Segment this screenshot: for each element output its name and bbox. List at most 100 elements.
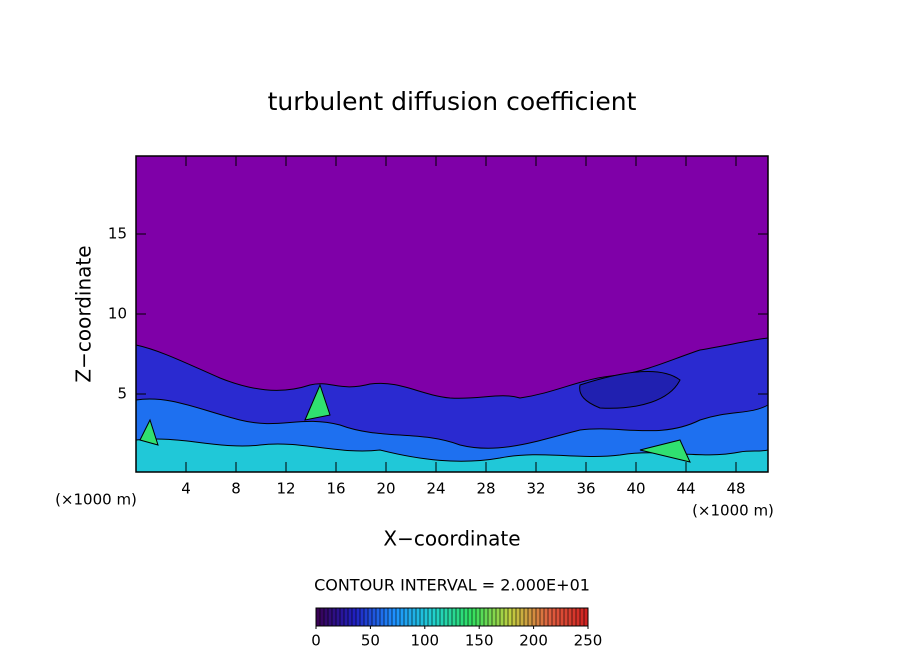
colorbar-cell — [456, 608, 460, 626]
colorbar-cell — [484, 608, 488, 626]
colorbar-cell — [476, 608, 480, 626]
x-tick-label: 36 — [576, 480, 595, 498]
colorbar-cell — [568, 608, 572, 626]
colorbar-tick-label: 0 — [311, 632, 321, 650]
colorbar-cell — [552, 608, 556, 626]
colorbar-tick-label: 250 — [574, 632, 603, 650]
colorbar-cell — [540, 608, 544, 626]
colorbar-cell — [420, 608, 424, 626]
contour-interval: CONTOUR INTERVAL = 2.000E+01 — [314, 576, 590, 595]
colorbar-cell — [464, 608, 468, 626]
colorbar-frame — [315, 607, 589, 627]
x-tick-label: 40 — [626, 480, 645, 498]
y-axis-label: Z−coordinate — [72, 245, 96, 382]
colorbar-cell — [396, 608, 400, 626]
colorbar-cell — [412, 608, 416, 626]
colorbar-cell — [372, 608, 376, 626]
colorbar-cell — [564, 608, 568, 626]
colorbar-cell — [376, 608, 380, 626]
colorbar-cell — [440, 608, 444, 626]
x-axis-label: X−coordinate — [383, 527, 520, 551]
y-tick-label: 10 — [108, 305, 127, 323]
colorbar-cell — [536, 608, 540, 626]
colorbar-cell — [328, 608, 332, 626]
colorbar-cell — [452, 608, 456, 626]
colorbar-cell — [480, 608, 484, 626]
x-tick-label: 8 — [231, 480, 241, 498]
field-layer — [135, 438, 769, 473]
y-unit: (×1000 m) — [55, 491, 137, 509]
colorbar-cell — [520, 608, 524, 626]
x-tick-label: 20 — [376, 480, 395, 498]
colorbar-cell — [380, 608, 384, 626]
colorbar-cell — [584, 608, 588, 626]
x-tick-label: 12 — [276, 480, 295, 498]
colorbar-cell — [364, 608, 368, 626]
colorbar-cell — [572, 608, 576, 626]
colorbar-cell — [316, 608, 320, 626]
colorbar-cell — [460, 608, 464, 626]
field-layer — [579, 371, 681, 409]
colorbar-tick-label: 100 — [410, 632, 439, 650]
colorbar-cell — [392, 608, 396, 626]
colorbar-cell — [516, 608, 520, 626]
colorbar-cell — [512, 608, 516, 626]
colorbar-cell — [368, 608, 372, 626]
colorbar-cell — [548, 608, 552, 626]
colorbar-cell — [388, 608, 392, 626]
colorbar-cell — [332, 608, 336, 626]
colorbar-cell — [416, 608, 420, 626]
colorbar-cell — [340, 608, 344, 626]
colorbar-cell — [348, 608, 352, 626]
colorbar-cell — [360, 608, 364, 626]
colorbar-cell — [496, 608, 500, 626]
colorbar-cell — [580, 608, 584, 626]
colorbar-cell — [424, 608, 428, 626]
field-layer — [139, 383, 691, 463]
colorbar-cell — [432, 608, 436, 626]
x-tick-label: 24 — [426, 480, 445, 498]
colorbar-cell — [400, 608, 404, 626]
colorbar-cell — [528, 608, 532, 626]
colorbar-cell — [352, 608, 356, 626]
colorbar-cell — [576, 608, 580, 626]
colorbar-cell — [436, 608, 440, 626]
colorbar-cell — [320, 608, 324, 626]
colorbar-cell — [492, 608, 496, 626]
field — [135, 156, 769, 473]
colorbar-cell — [488, 608, 492, 626]
colorbar-cell — [560, 608, 564, 626]
colorbar-cell — [324, 608, 328, 626]
colorbar-tick-label: 50 — [361, 632, 380, 650]
colorbar-cell — [500, 608, 504, 626]
colorbar-cell — [524, 608, 528, 626]
colorbar-cell — [428, 608, 432, 626]
x-tick-label: 4 — [181, 480, 191, 498]
colorbar-cell — [344, 608, 348, 626]
chart-title: turbulent diffusion coefficient — [268, 87, 637, 116]
x-tick-label: 28 — [476, 480, 495, 498]
colorbar-cell — [336, 608, 340, 626]
colorbar-cell — [472, 608, 476, 626]
colorbar-cell — [544, 608, 548, 626]
colorbar-cell — [444, 608, 448, 626]
colorbar-cell — [404, 608, 408, 626]
colorbar-cell — [468, 608, 472, 626]
colorbar-cell — [384, 608, 388, 626]
colorbar-cell — [356, 608, 360, 626]
x-unit: (×1000 m) — [692, 502, 774, 520]
colorbar-tick-label: 150 — [465, 632, 494, 650]
y-tick-label: 15 — [108, 225, 127, 243]
y-tick-label: 5 — [117, 385, 127, 403]
colorbar-tick-label: 200 — [519, 632, 548, 650]
colorbar-cell — [408, 608, 412, 626]
x-tick-label: 16 — [326, 480, 345, 498]
x-tick-label: 48 — [726, 480, 745, 498]
colorbar-cell — [556, 608, 560, 626]
x-tick-label: 32 — [526, 480, 545, 498]
colorbar-cell — [448, 608, 452, 626]
colorbar-cell — [532, 608, 536, 626]
x-tick-label: 44 — [676, 480, 695, 498]
colorbar-cell — [504, 608, 508, 626]
